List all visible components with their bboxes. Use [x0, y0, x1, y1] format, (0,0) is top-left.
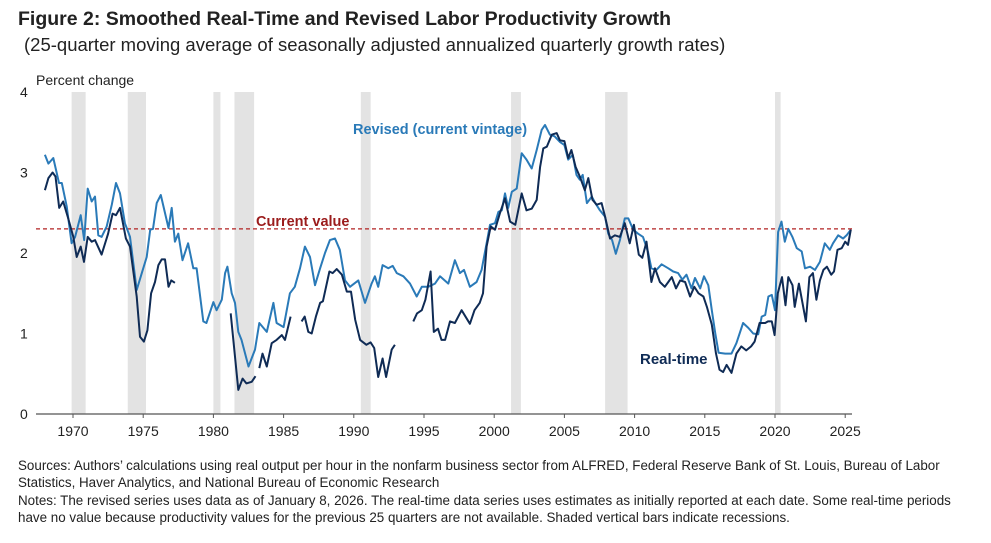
y-axis-label: Percent change	[36, 72, 134, 88]
revised-series-line	[43, 124, 852, 368]
x-tick-label: 1990	[338, 423, 369, 439]
recession-band	[511, 92, 521, 414]
y-tick-label: 4	[20, 84, 28, 100]
real-time-series-line	[300, 268, 396, 378]
real-time-series-line	[412, 132, 852, 374]
x-tick-label: 2015	[689, 423, 720, 439]
revised-series-label: Revised (current vintage)	[353, 122, 527, 138]
current-value-label: Current value	[256, 214, 349, 230]
real-time-series-label: Real-time	[640, 351, 708, 368]
x-tick-label: 2000	[479, 423, 510, 439]
notes-text: Notes: The revised series uses data as o…	[18, 493, 951, 525]
y-tick-label: 3	[20, 165, 28, 181]
x-tick-label: 1980	[198, 423, 229, 439]
recession-band	[213, 92, 221, 414]
y-axis-ticks: 0 1 2 3 4	[20, 84, 28, 422]
x-tick-label: 2005	[549, 423, 580, 439]
x-tick-label: 2025	[830, 423, 861, 439]
x-tick-label: 1975	[128, 423, 159, 439]
y-tick-label: 1	[20, 326, 28, 342]
sources-text: Sources: Authors’ calculations using rea…	[18, 458, 940, 490]
recession-band	[234, 92, 255, 414]
chart-title: Figure 2: Smoothed Real-Time and Revised…	[18, 8, 671, 30]
series-lines	[43, 124, 852, 391]
real-time-series-line	[258, 316, 292, 369]
real-time-series-line	[229, 313, 257, 391]
x-tick-label: 2010	[619, 423, 650, 439]
y-tick-label: 2	[20, 245, 28, 261]
x-tick-label: 1985	[268, 423, 299, 439]
chart-subtitle: (25-quarter moving average of seasonally…	[24, 34, 726, 55]
x-tick-label: 2020	[759, 423, 790, 439]
recession-band	[127, 92, 147, 414]
x-tick-label: 1995	[408, 423, 439, 439]
recession-band	[360, 92, 371, 414]
real-time-series-line	[43, 171, 176, 343]
y-tick-label: 0	[20, 406, 28, 422]
notes-section: Sources: Authors’ calculations using rea…	[18, 458, 978, 528]
x-axis-ticks: 1970 1975 1980 1985 1990 1995 2000 2005 2010 2015…	[57, 414, 861, 439]
x-tick-label: 1970	[57, 423, 88, 439]
